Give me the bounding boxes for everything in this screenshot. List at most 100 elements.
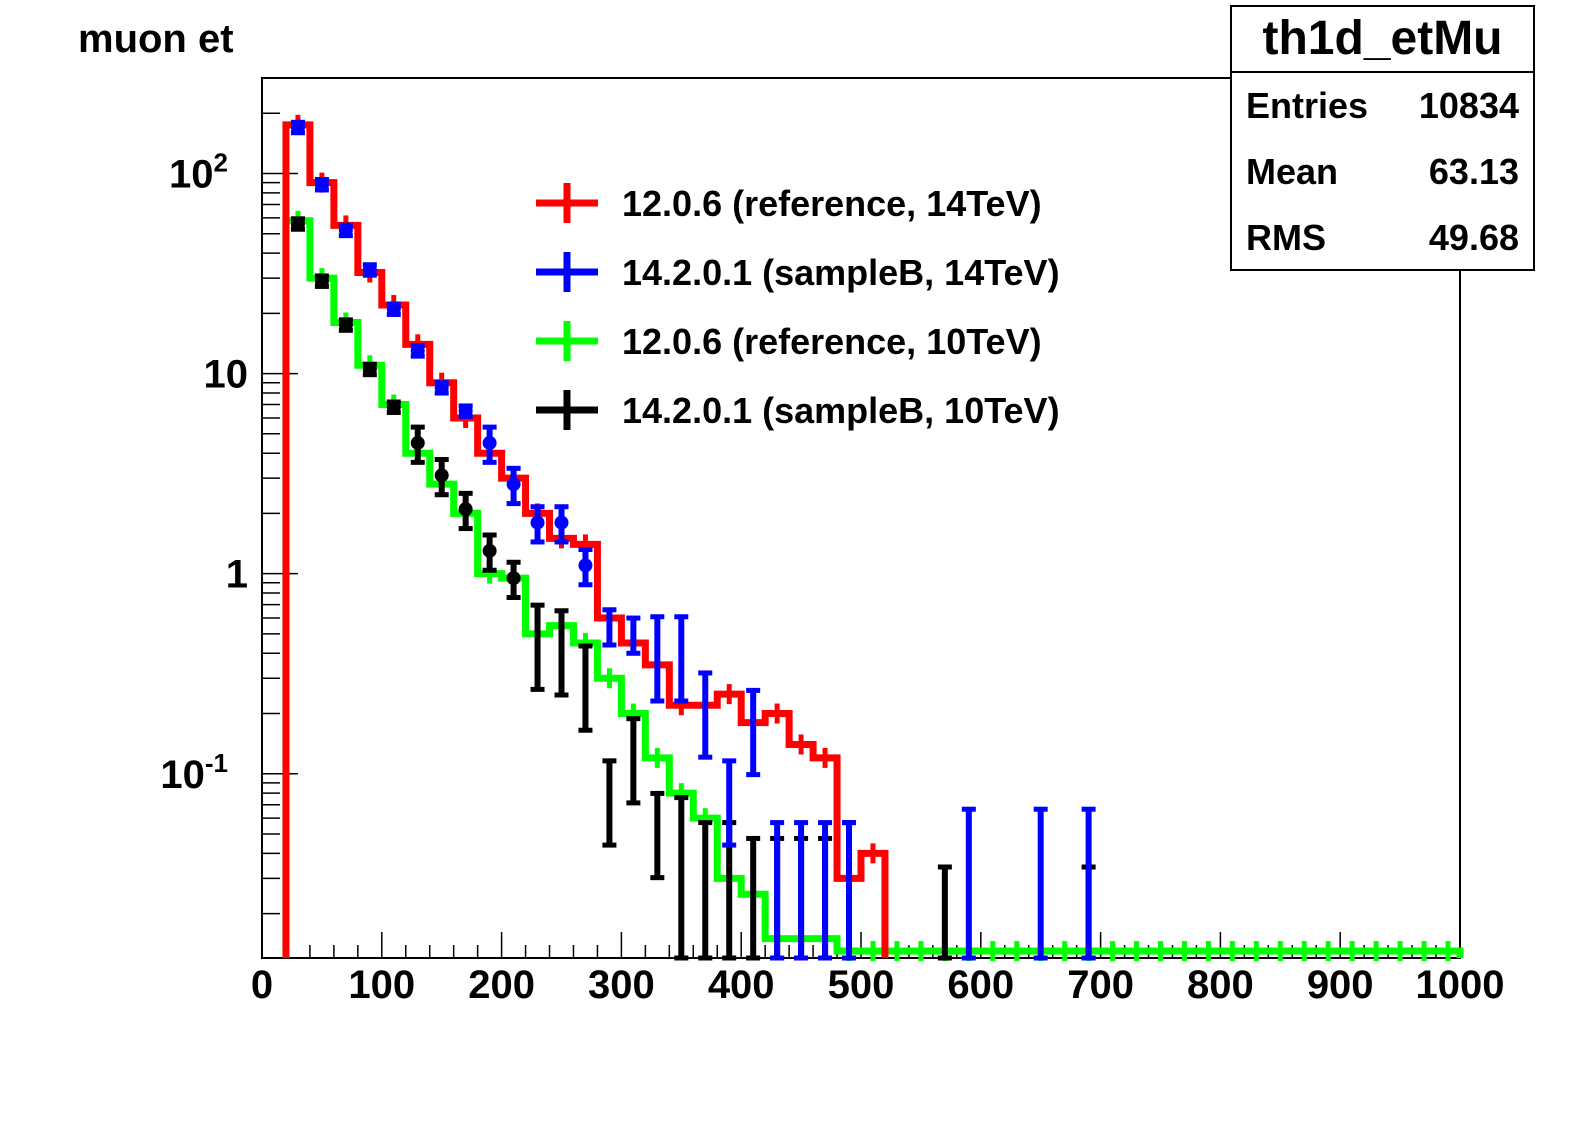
marker: [458, 403, 473, 418]
x-tick-label: 300: [588, 963, 655, 1007]
data-point: [506, 559, 521, 601]
marker: [386, 400, 401, 415]
marker: [410, 435, 425, 450]
marker: [554, 515, 569, 530]
data-point: [746, 835, 761, 961]
series-line: [282, 217, 1464, 958]
data-point: [1033, 806, 1048, 961]
chart-title: muon et: [78, 17, 234, 61]
data-point: [1081, 806, 1096, 961]
data-point: [937, 864, 952, 961]
data-point: [578, 643, 593, 733]
stats-title: th1d_etMu: [1232, 7, 1533, 73]
data-point: [362, 262, 377, 278]
x-tick-label: 1000: [1416, 963, 1505, 1007]
data-point: [554, 504, 569, 545]
data-point: [482, 532, 497, 573]
data-point: [458, 490, 473, 532]
data-point: [818, 820, 833, 961]
marker: [506, 477, 521, 492]
data-point: [362, 361, 377, 378]
y-tick-label: 1: [226, 553, 248, 597]
data-point: [770, 820, 785, 961]
data-point: [626, 716, 641, 806]
marker: [314, 177, 329, 192]
data-point: [530, 504, 545, 545]
legend-label: 12.0.6 (reference, 14TeV): [622, 183, 1042, 224]
marker: [482, 435, 497, 450]
marker: [290, 120, 305, 135]
marker: [362, 362, 377, 377]
x-tick-label: 0: [251, 963, 273, 1007]
data-point: [506, 465, 521, 507]
y-tick-label: 102: [169, 147, 228, 196]
x-tick-label: 800: [1187, 963, 1254, 1007]
x-tick-label: 500: [828, 963, 895, 1007]
x-tick-label: 600: [947, 963, 1014, 1007]
marker: [314, 274, 329, 289]
legend-item: 14.2.0.1 (sampleB, 14TeV): [536, 252, 1060, 293]
data-point: [290, 119, 305, 136]
data-point: [530, 602, 545, 692]
data-point: [410, 424, 425, 465]
stats-value: 10834: [1418, 85, 1519, 126]
legend-item: 14.2.0.1 (sampleB, 10TeV): [536, 390, 1060, 431]
stats-label: RMS: [1246, 217, 1326, 258]
data-point: [290, 216, 305, 232]
marker: [530, 515, 545, 530]
stats-label: Entries: [1246, 85, 1369, 126]
data-point: [386, 399, 401, 415]
x-tick-label: 900: [1307, 963, 1374, 1007]
series-layer: [282, 114, 1464, 962]
marker: [578, 558, 593, 573]
x-tick-label: 200: [468, 963, 535, 1007]
series-1: [290, 119, 1096, 961]
data-point: [650, 614, 665, 704]
stats-label: Mean: [1246, 151, 1339, 192]
data-point: [722, 758, 737, 848]
stats-value: 63.13: [1428, 151, 1519, 192]
legend: 12.0.6 (reference, 14TeV) 14.2.0.1 (sampl…: [536, 183, 1060, 431]
data-point: [578, 547, 593, 588]
x-tick-label: 400: [708, 963, 775, 1007]
data-point: [314, 177, 329, 193]
stats-value: 49.68: [1428, 217, 1519, 258]
legend-label: 12.0.6 (reference, 10TeV): [622, 321, 1042, 362]
data-point: [602, 758, 617, 848]
data-point: [674, 614, 689, 704]
marker: [506, 571, 521, 586]
data-point: [698, 670, 713, 760]
data-point: [434, 456, 449, 498]
legend-item: 12.0.6 (reference, 14TeV): [536, 183, 1042, 224]
data-point: [842, 820, 857, 961]
marker: [338, 317, 353, 332]
marker: [434, 468, 449, 483]
marker: [482, 543, 497, 558]
marker: [434, 380, 449, 395]
legend-label: 14.2.0.1 (sampleB, 10TeV): [622, 390, 1060, 431]
marker: [362, 262, 377, 277]
stats-row-rms: RMS 49.68: [1232, 205, 1533, 271]
data-point: [746, 687, 761, 778]
data-point: [338, 317, 353, 333]
data-point: [458, 403, 473, 419]
data-point: [961, 806, 976, 961]
data-point: [410, 343, 425, 359]
marker: [410, 343, 425, 358]
data-point: [554, 608, 569, 698]
data-point: [626, 615, 641, 656]
data-point: [434, 380, 449, 396]
stats-row-entries: Entries 10834: [1232, 73, 1533, 139]
data-point: [482, 424, 497, 465]
data-point: [674, 795, 689, 961]
marker: [458, 502, 473, 517]
legend-label: 14.2.0.1 (sampleB, 14TeV): [622, 252, 1060, 293]
data-point: [338, 222, 353, 239]
marker: [290, 216, 305, 231]
data-point: [386, 301, 401, 317]
axis-ticks: 0 100 200 300 400 500 600 700 800 900 1000 10-1 1 10 1…: [160, 77, 1505, 1007]
y-tick-label: 10: [204, 353, 249, 397]
data-point: [650, 790, 665, 881]
stats-row-mean: Mean 63.13: [1232, 139, 1533, 205]
x-tick-label: 100: [348, 963, 415, 1007]
